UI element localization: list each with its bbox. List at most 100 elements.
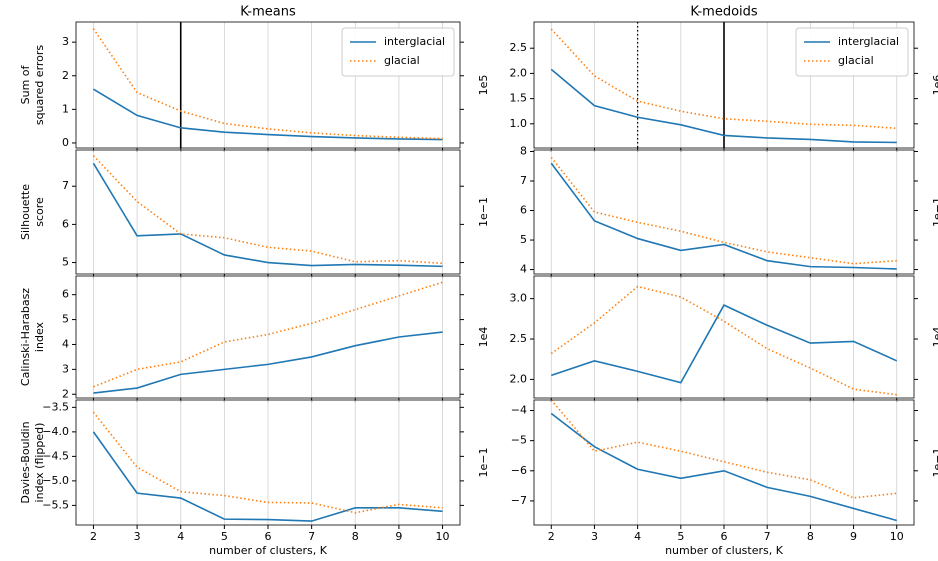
subplot: 4 5 6 7 8 1e−1: [520, 144, 938, 278]
scale-label: 1e−1: [931, 448, 938, 478]
series-line: [92, 28, 443, 140]
y-axis-label: Davies-Bouldin: [19, 421, 32, 503]
y-tick-label: 1.0: [510, 117, 528, 130]
scale-label: 1e4: [931, 327, 938, 348]
subplot: 5 6 7 Silhouette score 1e−1: [19, 149, 490, 278]
y-tick-label: 2.5: [510, 41, 528, 54]
y-tick-label: −4.5: [42, 449, 69, 462]
y-tick-label: 2.0: [510, 372, 528, 385]
scale-label: 1e−1: [477, 448, 490, 478]
scale-label: 1e−1: [931, 197, 938, 227]
series-line: [92, 411, 443, 514]
axes-frame: [75, 399, 461, 526]
axes-frame: [533, 149, 915, 275]
y-tick-label: 1.5: [510, 92, 528, 105]
y-axis-label: Calinski-Harabasz: [19, 288, 32, 386]
x-tick-label: 2: [548, 530, 555, 543]
axes-frame: [533, 399, 915, 526]
series-line: [93, 331, 443, 394]
axes-frame: [533, 21, 915, 149]
series-line: [92, 162, 443, 268]
y-tick-label: 1: [62, 102, 69, 115]
x-tick-label: 7: [308, 530, 315, 543]
subplot: 1.0 1.5 2.0 2.5 K-medoids 1e6 interglacial glac…: [510, 5, 938, 152]
x-axis-label: number of clusters, K: [665, 544, 784, 557]
x-tick-label: 4: [177, 530, 184, 543]
axes-frame: [75, 149, 461, 275]
y-tick-label: 8: [520, 144, 527, 157]
legend-box: [795, 27, 909, 77]
x-tick-label: 8: [807, 530, 814, 543]
series-line: [550, 28, 897, 130]
legend-label: interglacial: [384, 35, 445, 48]
y-tick-label: 2.5: [510, 332, 528, 345]
y-tick-label: 7: [520, 174, 527, 187]
series-line: [550, 162, 897, 270]
y-tick-label: 5: [62, 256, 69, 269]
subplot-title: K-medoids: [690, 5, 758, 20]
subplot: 2.0 2.5 3.0 1e4: [510, 275, 938, 402]
x-tick-label: 3: [591, 530, 598, 543]
axes-frame: [533, 275, 915, 399]
x-tick-label: 9: [850, 530, 857, 543]
x-tick-label: 3: [134, 530, 141, 543]
y-axis-label: index: [33, 321, 46, 352]
x-tick-label: 10: [890, 530, 904, 543]
legend-label: glacial: [384, 54, 420, 67]
x-tick-label: 10: [436, 530, 450, 543]
x-tick-label: 7: [764, 530, 771, 543]
axes-frame: [75, 275, 461, 399]
series-line: [551, 304, 898, 384]
x-tick-label: 4: [634, 530, 641, 543]
series-line: [92, 155, 443, 265]
scale-label: 1e4: [477, 327, 490, 348]
y-tick-label: −7: [511, 494, 527, 507]
y-tick-label: 3: [62, 362, 69, 375]
x-tick-label: 5: [221, 530, 228, 543]
series-line: [550, 156, 897, 265]
y-axis-label: Silhouette: [19, 184, 32, 240]
y-tick-label: 3: [62, 35, 69, 48]
y-tick-label: −5.0: [42, 474, 69, 487]
y-tick-label: 4: [62, 337, 69, 350]
series-line: [550, 68, 897, 144]
series-line: [93, 281, 443, 388]
y-tick-label: −5.5: [42, 498, 69, 511]
x-tick-label: 8: [352, 530, 359, 543]
subplot: 0 1 2 3 K-means Sum of squared errors 1e5 interg…: [19, 5, 490, 152]
y-tick-label: 5: [520, 233, 527, 246]
y-tick-label: 6: [520, 204, 527, 217]
y-tick-label: −6: [511, 464, 527, 477]
y-tick-label: 0: [62, 136, 69, 149]
y-axis-label: index (flipped): [33, 423, 46, 503]
series-line: [92, 431, 443, 522]
x-tick-label: 9: [395, 530, 402, 543]
subplot: 2 3 4 5 6 Calinski-Harabasz index 1e4: [19, 275, 490, 402]
y-axis-label: squared errors: [33, 45, 46, 126]
scale-label: 1e−1: [477, 197, 490, 227]
y-tick-label: 2: [62, 387, 69, 400]
subplot: 2 3 4 5 6 7 8 9 10 −5.5 −5.0 −4.5 −4.0 −3.5 number of …: [19, 399, 490, 557]
legend-label: glacial: [838, 54, 874, 67]
x-axis-label: number of clusters, K: [209, 544, 328, 557]
y-axis-label: score: [33, 197, 46, 227]
y-axis-label: Sum of: [19, 64, 32, 104]
y-tick-label: 4: [520, 263, 527, 276]
y-tick-label: −4: [511, 404, 527, 417]
y-tick-label: 2: [62, 69, 69, 82]
x-tick-label: 2: [90, 530, 97, 543]
y-tick-label: 5: [62, 313, 69, 326]
subplot: 2 3 4 5 6 7 8 9 10 −7 −6 −5 −4 number of clusters, K 1…: [511, 399, 938, 557]
y-tick-label: 6: [62, 288, 69, 301]
y-tick-label: −5: [511, 434, 527, 447]
x-tick-label: 5: [677, 530, 684, 543]
y-tick-label: 7: [62, 179, 69, 192]
series-line: [93, 88, 443, 141]
y-tick-label: 3.0: [510, 292, 528, 305]
series-line: [550, 412, 897, 522]
y-tick-label: −4.0: [42, 425, 69, 438]
scale-label: 1e5: [477, 75, 490, 96]
x-tick-label: 6: [265, 530, 272, 543]
axes-frame: [75, 21, 461, 149]
